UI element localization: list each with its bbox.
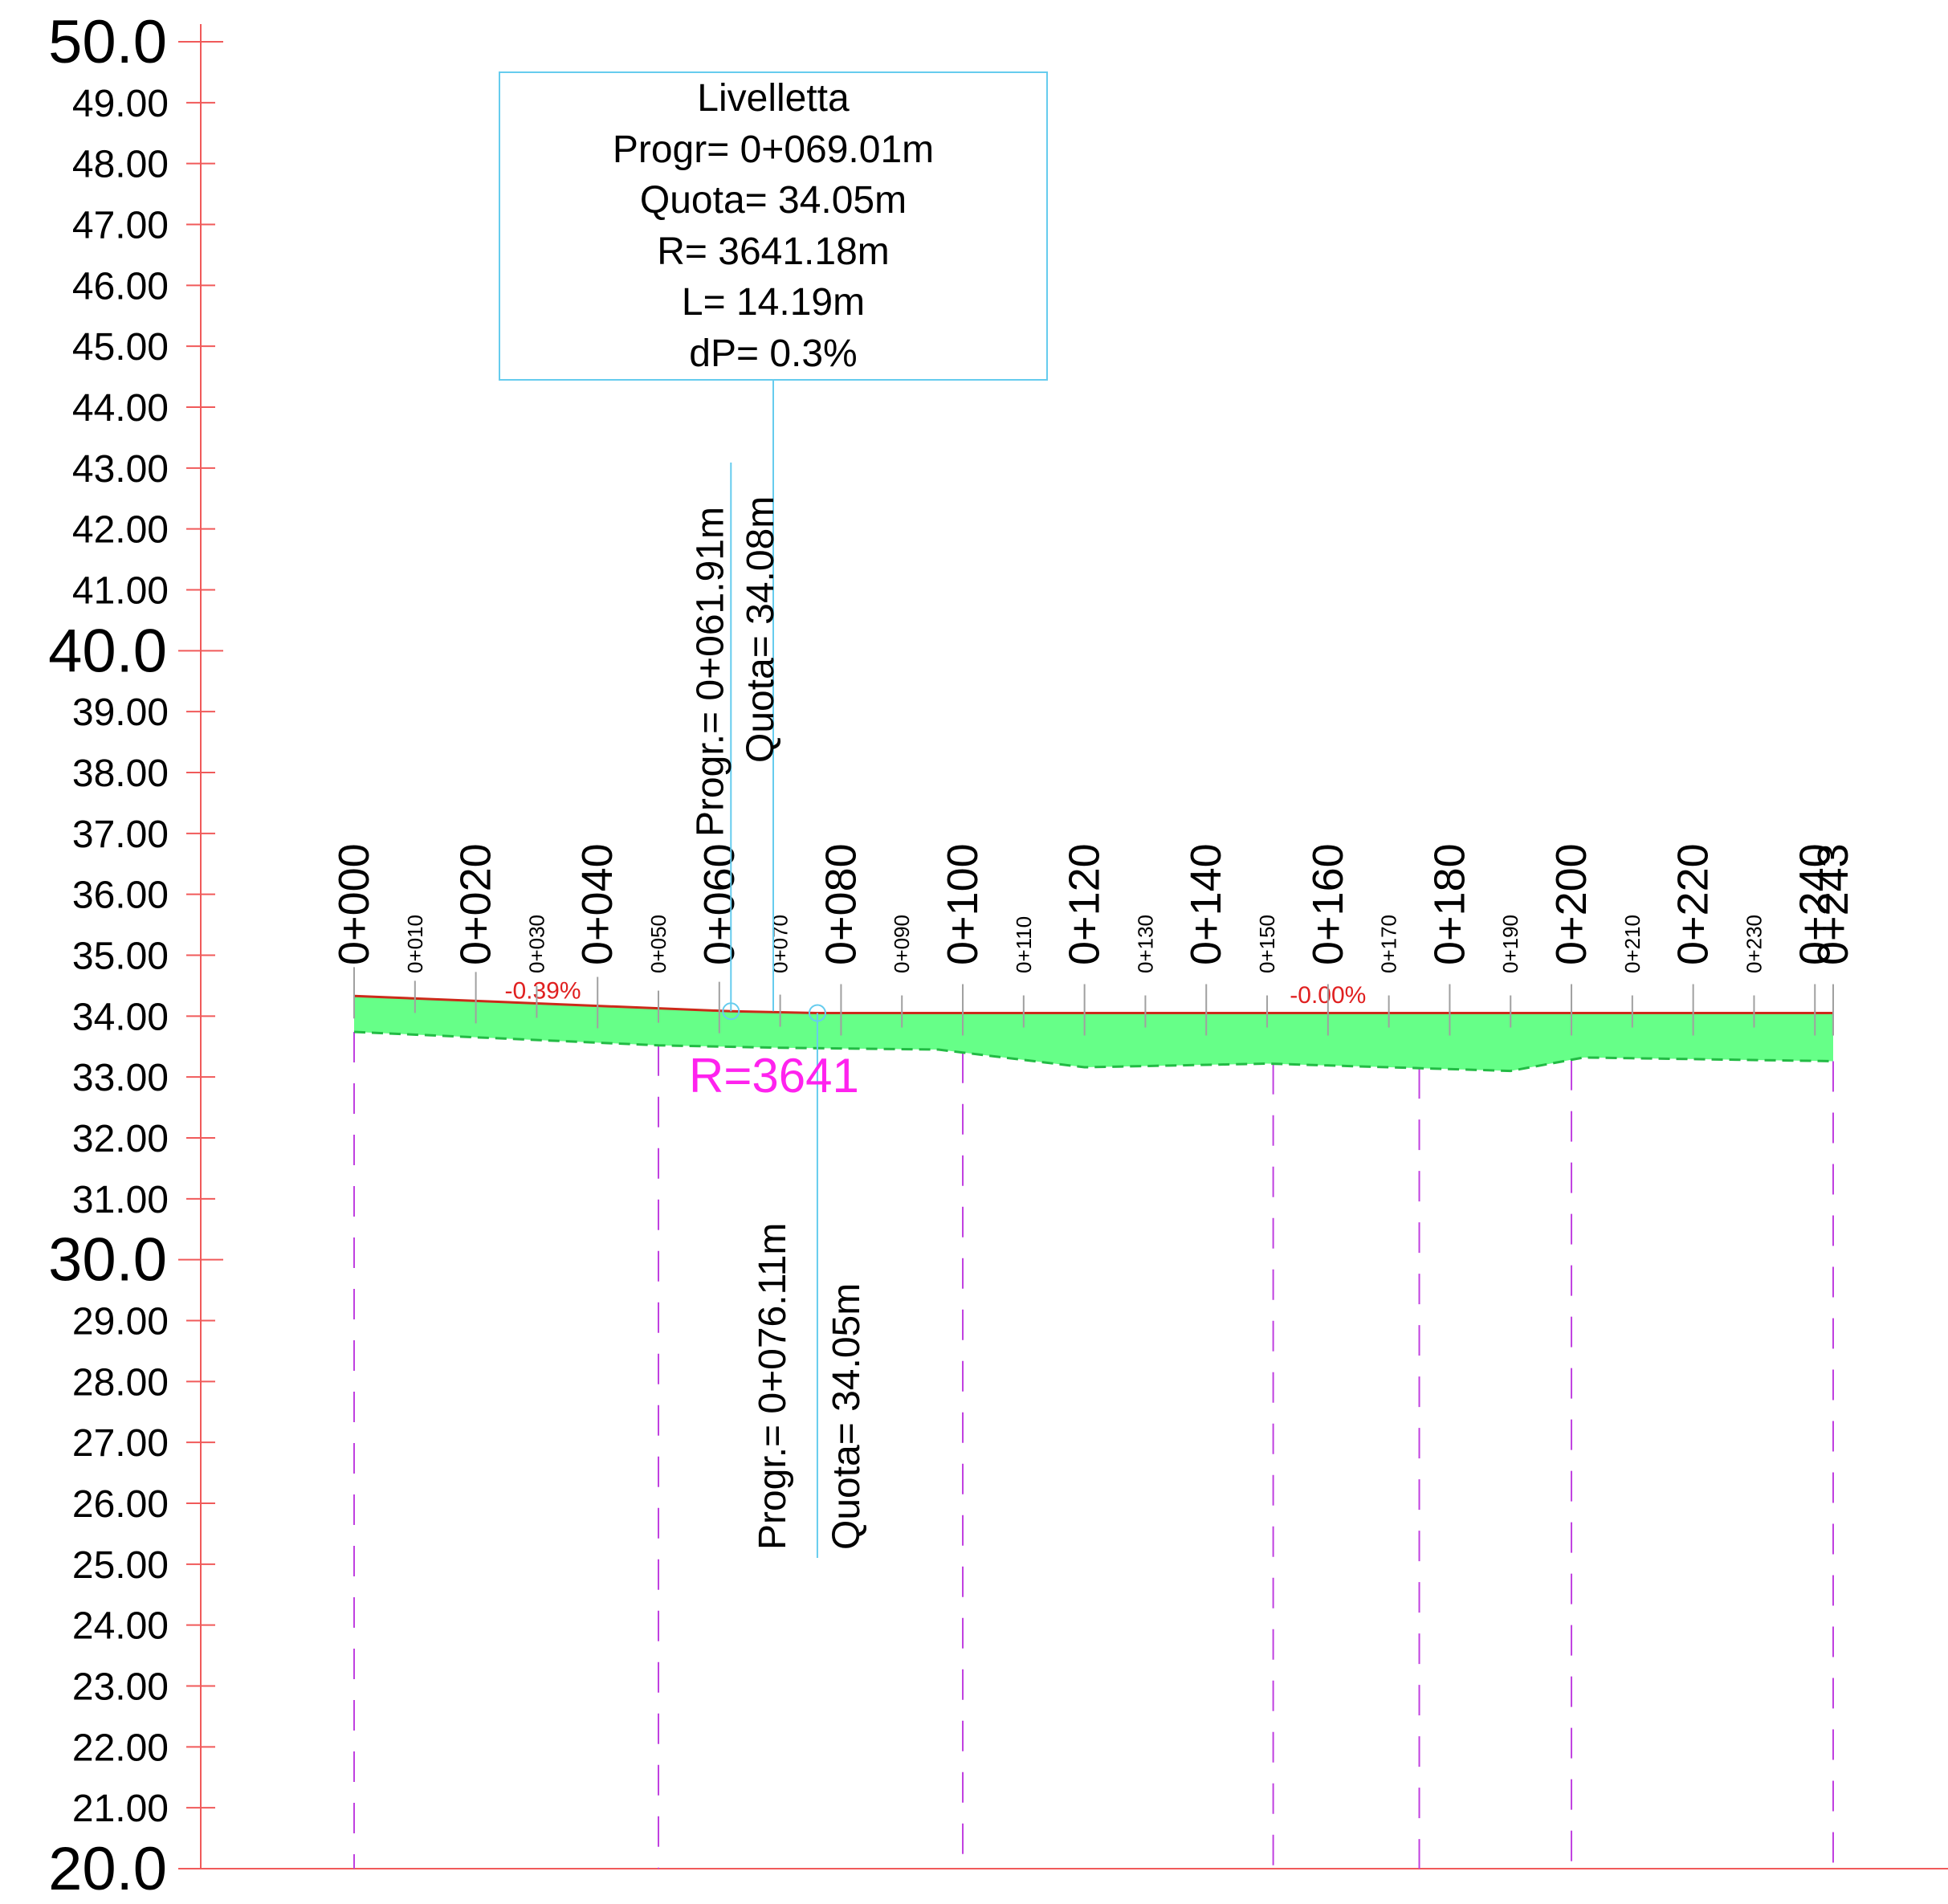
design-grade-line: [353, 994, 1833, 1015]
elevation-axis: 50.0 40.0 30.0 20.0 49.00 48.00 47.00 46.00 45.0…: [48, 8, 1948, 1903]
elevation-label-major: 20.0: [48, 1835, 167, 1903]
elevation-label-minor: 24.00: [72, 1605, 169, 1648]
elevation-label-minor: 41.00: [72, 570, 169, 613]
station-label-major: 0+020: [452, 843, 500, 965]
station-label-major: 0+243: [1809, 843, 1857, 965]
curve-start-point: [722, 1002, 740, 1021]
station-label-major: 0+000: [330, 843, 378, 965]
elevation-label-minor: 35.00: [72, 936, 169, 978]
elevation-label-major: 40.0: [48, 617, 167, 685]
callout-box: [499, 71, 1048, 381]
elevation-label-minor: 45.00: [72, 326, 169, 369]
elevation-label-minor: 44.00: [72, 387, 169, 430]
elevation-label-minor: 32.00: [72, 1118, 169, 1160]
curve-start-quota-label: Quota= 34.08m: [740, 496, 782, 763]
station-label-minor: 0+210: [1620, 915, 1644, 973]
callout-quota: Quota= 34.05m: [640, 179, 907, 222]
curve-end-point: [808, 1004, 826, 1022]
elevation-label-minor: 21.00: [72, 1788, 169, 1830]
elevation-label-minor: 49.00: [72, 83, 169, 125]
elevation-label-minor: 29.00: [72, 1301, 169, 1343]
station-label-major: 0+080: [817, 843, 865, 965]
elevation-label-minor: 36.00: [72, 875, 169, 917]
curve-radius-label: R=3641: [689, 1049, 859, 1103]
station-labels: 0+000 0+020 0+040 0+060 0+080 0+100 0+120 0+140…: [330, 843, 1857, 1036]
station-label-major: 0+220: [1669, 843, 1718, 965]
elevation-label-minor: 25.00: [72, 1544, 169, 1587]
elevation-label-minor: 48.00: [72, 144, 169, 186]
station-label-minor: 0+150: [1255, 915, 1279, 973]
station-label-minor: 0+170: [1377, 915, 1401, 973]
station-label-minor: 0+070: [768, 915, 793, 973]
section-dashed-lines: [353, 1032, 1834, 1869]
elevation-label-minor: 43.00: [72, 448, 169, 491]
elevation-label-minor: 34.00: [72, 996, 169, 1038]
station-label-major: 0+100: [939, 843, 987, 965]
callout-radius: R= 3641.18m: [657, 230, 890, 273]
station-label-major: 0+060: [695, 843, 744, 965]
callout-length: L= 14.19m: [682, 281, 865, 324]
livelletta-callout: Livelletta Progr= 0+069.01m Quota= 34.05…: [499, 71, 1048, 381]
callout-progr: Progr= 0+069.01m: [613, 128, 934, 171]
elevation-label-minor: 38.00: [72, 752, 169, 795]
elevation-label-minor: 47.00: [72, 205, 169, 247]
station-label-major: 0+140: [1182, 843, 1230, 965]
elevation-label-minor: 22.00: [72, 1727, 169, 1769]
station-label-minor: 0+050: [646, 915, 670, 973]
station-label-minor: 0+190: [1498, 915, 1522, 973]
station-label-minor: 0+090: [890, 915, 914, 973]
cut-fill-area: [354, 996, 1833, 1071]
elevation-label-minor: 28.00: [72, 1361, 169, 1404]
slope-label: -0.39%: [504, 977, 581, 1004]
station-label-minor: 0+230: [1742, 915, 1766, 973]
vertical-curve-annotations: Progr.= 0+061.91m Quota= 34.08m Progr.= …: [689, 380, 868, 1558]
curve-end-progr-label: Progr.= 0+076.11m: [752, 1223, 794, 1550]
elevation-label-minor: 23.00: [72, 1666, 169, 1709]
elevation-label-minor: 27.00: [72, 1422, 169, 1465]
callout-delta-slope: dP= 0.3%: [689, 332, 857, 375]
curve-end-quota-label: Quota= 34.05m: [825, 1283, 868, 1550]
station-label-major: 0+240: [1791, 843, 1839, 965]
station-label-minor: 0+130: [1133, 915, 1157, 973]
station-label-minor: 0+010: [403, 915, 427, 973]
station-label-major: 0+120: [1061, 843, 1109, 965]
callout-title: Livelletta: [697, 77, 850, 120]
elevation-label-minor: 33.00: [72, 1057, 169, 1099]
elevation-label-minor: 39.00: [72, 691, 169, 734]
station-label-major: 0+160: [1304, 843, 1352, 965]
station-label-major: 0+040: [573, 843, 621, 965]
elevation-label-minor: 37.00: [72, 813, 169, 856]
elevation-label-major: 30.0: [48, 1226, 167, 1294]
station-label-minor: 0+110: [1012, 916, 1036, 973]
ground-area: [353, 996, 1834, 1073]
curve-start-progr-label: Progr.= 0+061.91m: [689, 507, 732, 837]
station-label-minor: 0+030: [524, 915, 548, 973]
elevation-label-minor: 31.00: [72, 1179, 169, 1221]
ground-profile-line: [353, 1030, 1834, 1073]
elevation-label-minor: 42.00: [72, 509, 169, 552]
station-label-major: 0+200: [1547, 843, 1595, 965]
elevation-label-minor: 46.00: [72, 265, 169, 308]
elevation-label-minor: 26.00: [72, 1483, 169, 1526]
station-label-major: 0+180: [1425, 843, 1473, 965]
elevation-label-major: 50.0: [48, 8, 167, 76]
